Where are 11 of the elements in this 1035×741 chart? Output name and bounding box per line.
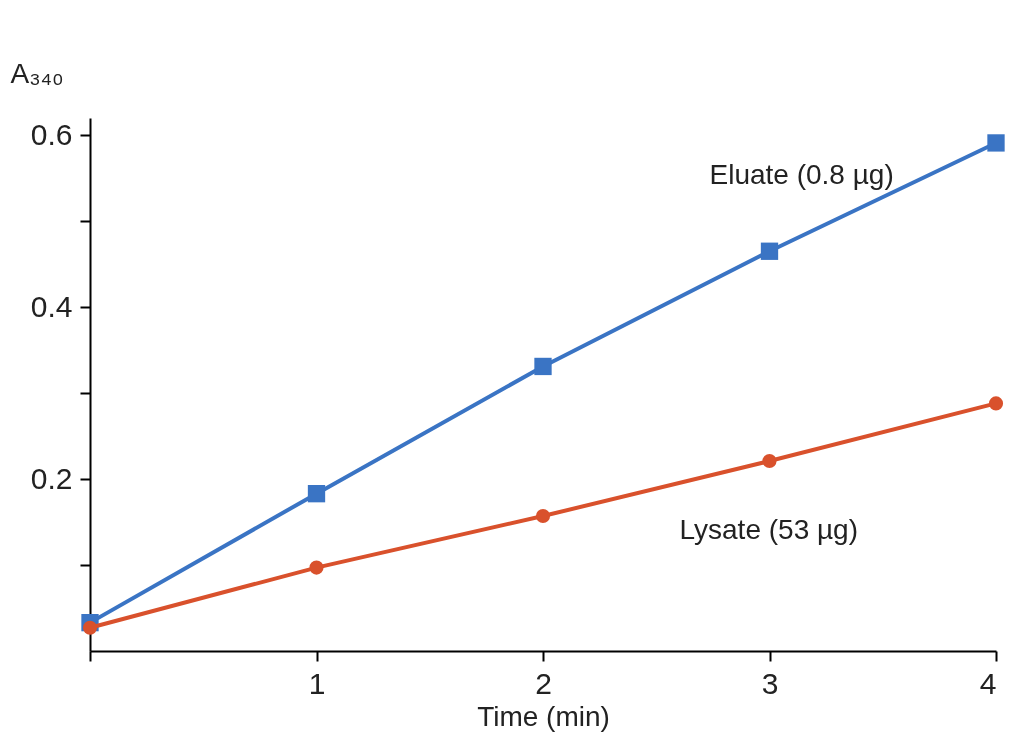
series-label: Lysate (53 µg) [679,514,859,546]
x-axis-title: Time (min) [477,700,610,732]
y-tick-label: 0.6 [30,117,73,151]
y-tick-label: 0.2 [30,461,73,495]
y-axis-title: A₃₄₀ [10,57,64,89]
x-tick-label: 4 [979,666,997,700]
x-tick-label: 3 [761,666,779,700]
y-tick-label: 0.4 [30,289,73,323]
series-label: Eluate (0.8 µg) [709,159,894,191]
x-tick-label: 2 [535,666,552,700]
x-tick-label: 1 [308,666,326,700]
